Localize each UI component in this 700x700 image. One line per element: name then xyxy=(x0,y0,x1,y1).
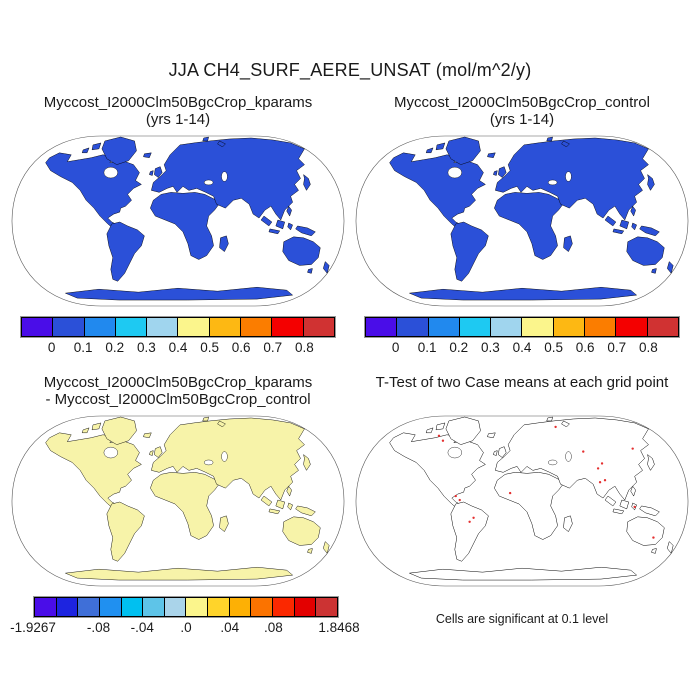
colorbar-segment xyxy=(208,317,242,337)
colorbar-segment xyxy=(458,317,492,337)
colorbar-tick-label: 0.8 xyxy=(639,340,658,355)
panel-bottom-left-title-line1: Myccost_I2000Clm50BgcCrop_kparams xyxy=(43,374,313,391)
colorbar-tick-label: 0.6 xyxy=(231,340,251,355)
panel-top-left-title-line1: Myccost_I2000Clm50BgcCrop_kparams xyxy=(43,94,313,111)
colorbar-segment xyxy=(521,317,554,337)
colorbar-segment xyxy=(552,317,586,337)
colorbar-segment xyxy=(98,597,122,617)
colorbar-ticks: 0 0.1 0.2 0.3 0.4 0.5 0.6 0.7 0.8 xyxy=(20,338,336,356)
colorbar-strip xyxy=(364,316,680,338)
colorbar-tick-label: 0.3 xyxy=(481,340,500,355)
map-top-left xyxy=(11,135,345,307)
colorbar-difference: -1.9267 -.08 -.04 .0 .04 .08 1.8468 xyxy=(10,596,360,636)
colorbar-segment xyxy=(646,317,679,337)
colorbar-segment xyxy=(185,597,209,617)
panel-bottom-right: T-Test of two Case means at each grid po… xyxy=(352,374,692,626)
colorbar-tick-label: 0 xyxy=(47,340,56,355)
colorbar-tick-label: -.04 xyxy=(130,620,154,635)
colorbar-segment xyxy=(228,597,252,617)
significant-cells xyxy=(437,425,655,539)
significance-note: Cells are significant at 0.1 level xyxy=(435,612,609,626)
colorbar-segment xyxy=(293,597,317,617)
colorbar-segment xyxy=(177,317,210,337)
colorbar-segment xyxy=(271,317,304,337)
colorbar-tick-label: 0.7 xyxy=(263,340,283,355)
colorbar-tick-label: 0 xyxy=(391,340,400,355)
panel-top-left-title: Myccost_I2000Clm50BgcCrop_kparams (yrs 1… xyxy=(8,94,348,130)
panel-top-left: Myccost_I2000Clm50BgcCrop_kparams (yrs 1… xyxy=(8,94,348,356)
colorbar-segment xyxy=(302,317,335,337)
colorbar-segment xyxy=(315,597,338,617)
colorbar-tick-label: 0.4 xyxy=(168,340,188,355)
colorbar-tick-label: 0.6 xyxy=(575,340,595,355)
colorbar-tick-label: 0.1 xyxy=(417,340,437,355)
map-ttest xyxy=(355,415,689,587)
colorbar-segment xyxy=(490,317,523,337)
colorbar-strip xyxy=(20,316,336,338)
colorbar-segment xyxy=(207,597,230,617)
colorbar-segment xyxy=(142,597,165,617)
colorbar-segment xyxy=(584,317,617,337)
map-difference xyxy=(11,415,345,587)
colorbar-ticks: 0 0.1 0.2 0.3 0.4 0.5 0.6 0.7 0.8 xyxy=(364,338,680,356)
panel-top-right-title-line2: (yrs 1-14) xyxy=(489,111,555,128)
colorbar-segment xyxy=(34,597,57,617)
colorbar-tick-label: 0.7 xyxy=(607,340,627,355)
colorbar-segment xyxy=(77,597,100,617)
colorbar-segment xyxy=(615,317,648,337)
main-title: JJA CH4_SURF_AERE_UNSAT (mol/m^2/y) xyxy=(168,60,532,80)
colorbar-top-left: 0 0.1 0.2 0.3 0.4 0.5 0.6 0.7 0.8 xyxy=(20,316,336,356)
panel-bottom-right-title: T-Test of two Case means at each grid po… xyxy=(352,374,692,410)
colorbar-tick-label: 0.5 xyxy=(544,340,563,355)
colorbar-tick-label: 0.4 xyxy=(512,340,532,355)
panel-bottom-left: Myccost_I2000Clm50BgcCrop_kparams - Mycc… xyxy=(8,374,360,636)
colorbar-segment xyxy=(52,317,85,337)
colorbar-segment xyxy=(365,317,398,337)
colorbar-tick-label: 0.2 xyxy=(105,340,125,355)
panel-top-right-title: Myccost_I2000Clm50BgcCrop_control (yrs 1… xyxy=(352,94,692,130)
colorbar-tick-label: 0.8 xyxy=(295,340,314,355)
colorbar-segment xyxy=(396,317,429,337)
map-top-right xyxy=(355,135,689,307)
panel-top-left-title-line2: (yrs 1-14) xyxy=(145,111,211,128)
colorbar-segment xyxy=(83,317,116,337)
colorbar-segment xyxy=(55,597,79,617)
colorbar-tick-label: 1.8468 xyxy=(318,620,360,635)
colorbar-segment xyxy=(114,317,148,337)
colorbar-segment xyxy=(120,597,144,617)
panel-top-right: Myccost_I2000Clm50BgcCrop_control (yrs 1… xyxy=(352,94,692,356)
colorbar-segment xyxy=(21,317,54,337)
colorbar-tick-label: 0.3 xyxy=(137,340,156,355)
colorbar-tick-label: -1.9267 xyxy=(10,620,56,635)
colorbar-segment xyxy=(163,597,187,617)
colorbar-segment xyxy=(146,317,179,337)
panel-top-right-title-line1: Myccost_I2000Clm50BgcCrop_control xyxy=(394,94,650,111)
colorbar-segment xyxy=(250,597,274,617)
colorbar-tick-label: .0 xyxy=(180,620,192,635)
colorbar-segment xyxy=(272,597,295,617)
colorbar-strip xyxy=(33,596,339,618)
colorbar-tick-label: 0.2 xyxy=(449,340,469,355)
colorbar-tick-label: .04 xyxy=(220,620,240,635)
colorbar-tick-label: .08 xyxy=(264,620,283,635)
panel-bottom-right-title-line1: T-Test of two Case means at each grid po… xyxy=(375,374,669,391)
colorbar-ticks: -1.9267 -.08 -.04 .0 .04 .08 1.8468 xyxy=(10,618,360,636)
panel-bottom-left-title-line2: - Myccost_I2000Clm50BgcCrop_control xyxy=(45,391,311,408)
colorbar-segment xyxy=(427,317,460,337)
colorbar-top-right: 0 0.1 0.2 0.3 0.4 0.5 0.6 0.7 0.8 xyxy=(364,316,680,356)
panel-bottom-left-title: Myccost_I2000Clm50BgcCrop_kparams - Mycc… xyxy=(8,374,348,410)
colorbar-tick-label: 0.5 xyxy=(200,340,219,355)
colorbar-segment xyxy=(240,317,273,337)
colorbar-tick-label: 0.1 xyxy=(73,340,93,355)
colorbar-tick-label: -.08 xyxy=(86,620,111,635)
